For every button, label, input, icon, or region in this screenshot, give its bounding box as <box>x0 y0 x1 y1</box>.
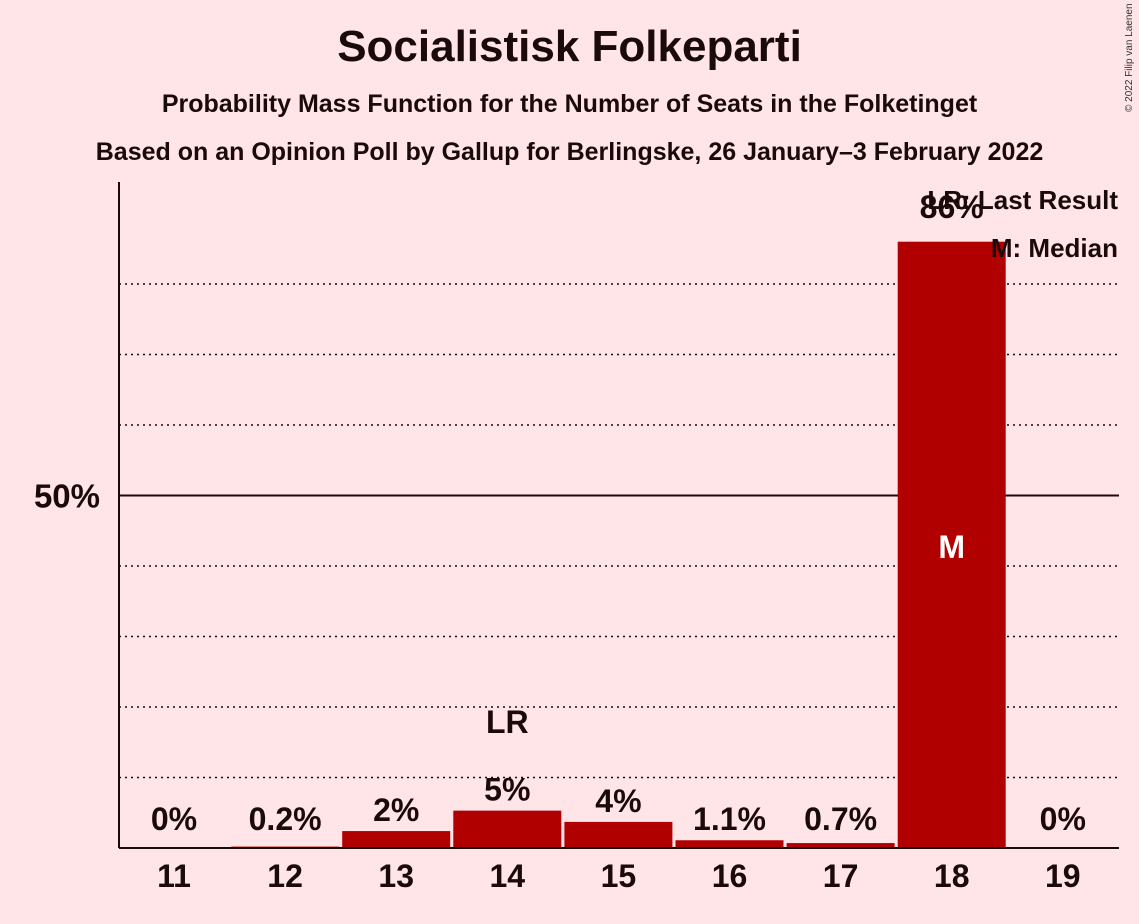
value-label-17: 0.7% <box>804 801 877 837</box>
bar-14 <box>453 810 562 848</box>
x-tick-label-12: 12 <box>267 858 303 894</box>
bar-13 <box>342 831 451 848</box>
bar-18 <box>897 241 1006 848</box>
y-tick-label: 50% <box>34 478 100 515</box>
x-tick-label-15: 15 <box>601 858 637 894</box>
x-tick-label-18: 18 <box>934 858 970 894</box>
x-tick-label-19: 19 <box>1045 858 1081 894</box>
value-label-15: 4% <box>595 783 641 819</box>
x-tick-label-14: 14 <box>490 858 526 894</box>
chart-subtitle: Probability Mass Function for the Number… <box>161 90 978 118</box>
value-label-13: 2% <box>373 792 419 828</box>
median-marker: M <box>938 529 965 565</box>
legend-median: M: Median <box>991 233 1118 263</box>
legend-last-result: LR: Last Result <box>927 185 1118 215</box>
bar-17 <box>786 843 895 848</box>
bar-16 <box>675 840 784 848</box>
value-label-11: 0% <box>151 801 197 837</box>
x-tick-label-16: 16 <box>712 858 748 894</box>
value-label-16: 1.1% <box>693 801 766 837</box>
value-label-18: 86% <box>920 189 984 225</box>
last-result-marker: LR <box>486 704 529 740</box>
x-tick-label-11: 11 <box>157 858 191 894</box>
chart-title: Socialistisk Folkeparti <box>337 22 802 71</box>
x-tick-label-13: 13 <box>378 858 414 894</box>
value-label-19: 0% <box>1040 801 1086 837</box>
value-label-14: 5% <box>484 772 530 808</box>
bar-15 <box>564 821 673 848</box>
chart-source-line: Based on an Opinion Poll by Gallup for B… <box>95 138 1044 166</box>
x-tick-label-17: 17 <box>823 858 859 894</box>
value-label-12: 0.2% <box>249 801 322 837</box>
